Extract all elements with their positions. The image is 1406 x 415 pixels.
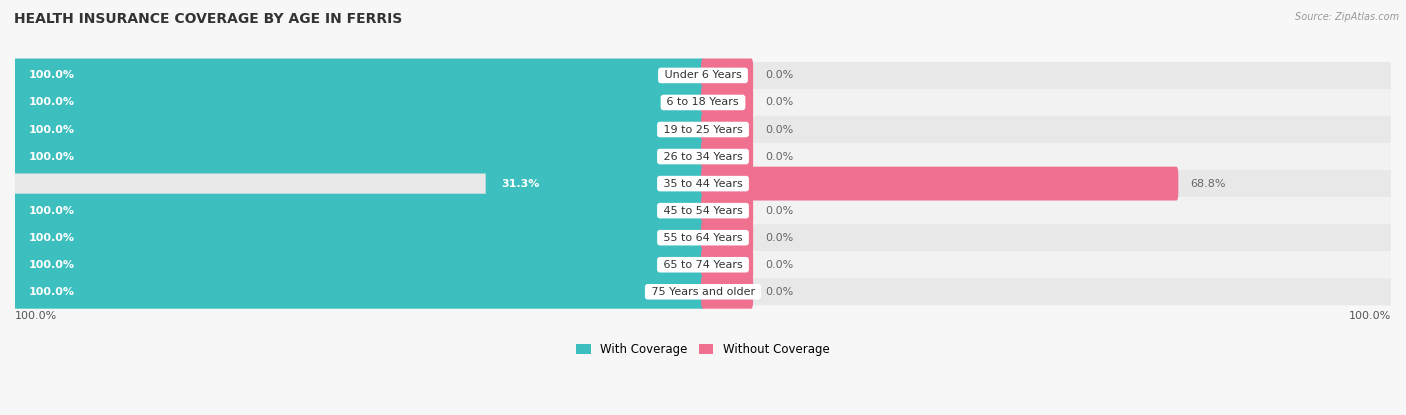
FancyBboxPatch shape (13, 248, 704, 282)
FancyBboxPatch shape (13, 59, 704, 93)
FancyBboxPatch shape (15, 116, 1391, 143)
Text: 100.0%: 100.0% (28, 260, 75, 270)
Text: Source: ZipAtlas.com: Source: ZipAtlas.com (1295, 12, 1399, 22)
Text: 100.0%: 100.0% (28, 98, 75, 107)
Text: 0.0%: 0.0% (765, 287, 793, 297)
FancyBboxPatch shape (13, 112, 704, 146)
FancyBboxPatch shape (13, 275, 704, 309)
FancyBboxPatch shape (15, 62, 1391, 89)
Text: 31.3%: 31.3% (502, 178, 540, 188)
FancyBboxPatch shape (702, 194, 754, 227)
Text: 0.0%: 0.0% (765, 206, 793, 216)
FancyBboxPatch shape (15, 89, 1391, 116)
Text: 45 to 54 Years: 45 to 54 Years (659, 206, 747, 216)
Text: Under 6 Years: Under 6 Years (661, 71, 745, 81)
Text: 0.0%: 0.0% (765, 151, 793, 161)
FancyBboxPatch shape (485, 167, 704, 200)
Text: 100.0%: 100.0% (28, 287, 75, 297)
Text: 55 to 64 Years: 55 to 64 Years (659, 233, 747, 243)
Text: 6 to 18 Years: 6 to 18 Years (664, 98, 742, 107)
FancyBboxPatch shape (15, 224, 1391, 251)
Text: 100.0%: 100.0% (15, 311, 58, 321)
FancyBboxPatch shape (702, 275, 754, 309)
Text: 0.0%: 0.0% (765, 124, 793, 134)
Text: 0.0%: 0.0% (765, 233, 793, 243)
Text: 100.0%: 100.0% (28, 151, 75, 161)
Text: 100.0%: 100.0% (1348, 311, 1391, 321)
FancyBboxPatch shape (13, 139, 704, 173)
FancyBboxPatch shape (13, 221, 704, 255)
Text: HEALTH INSURANCE COVERAGE BY AGE IN FERRIS: HEALTH INSURANCE COVERAGE BY AGE IN FERR… (14, 12, 402, 27)
Legend: With Coverage, Without Coverage: With Coverage, Without Coverage (572, 338, 834, 361)
Text: 100.0%: 100.0% (28, 233, 75, 243)
Text: 0.0%: 0.0% (765, 71, 793, 81)
FancyBboxPatch shape (15, 251, 1391, 278)
Text: 35 to 44 Years: 35 to 44 Years (659, 178, 747, 188)
FancyBboxPatch shape (15, 170, 1391, 197)
Text: 0.0%: 0.0% (765, 98, 793, 107)
FancyBboxPatch shape (702, 167, 1178, 200)
Text: 19 to 25 Years: 19 to 25 Years (659, 124, 747, 134)
Text: 0.0%: 0.0% (765, 260, 793, 270)
FancyBboxPatch shape (13, 85, 704, 120)
FancyBboxPatch shape (702, 139, 754, 173)
Text: 68.8%: 68.8% (1189, 178, 1226, 188)
Text: 75 Years and older: 75 Years and older (648, 287, 758, 297)
FancyBboxPatch shape (15, 197, 1391, 224)
FancyBboxPatch shape (702, 85, 754, 120)
Text: 65 to 74 Years: 65 to 74 Years (659, 260, 747, 270)
Text: 26 to 34 Years: 26 to 34 Years (659, 151, 747, 161)
FancyBboxPatch shape (15, 278, 1391, 305)
FancyBboxPatch shape (702, 112, 754, 146)
FancyBboxPatch shape (702, 248, 754, 282)
FancyBboxPatch shape (702, 221, 754, 255)
FancyBboxPatch shape (702, 59, 754, 93)
FancyBboxPatch shape (15, 143, 1391, 170)
Text: 100.0%: 100.0% (28, 71, 75, 81)
Text: 100.0%: 100.0% (28, 206, 75, 216)
Text: 100.0%: 100.0% (28, 124, 75, 134)
FancyBboxPatch shape (13, 194, 704, 227)
